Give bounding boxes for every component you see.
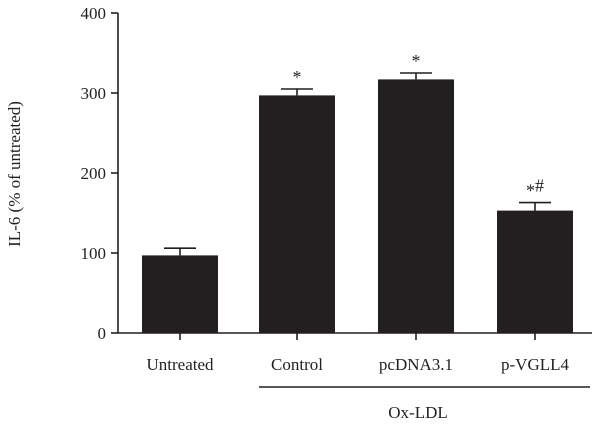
significance-hash-3: # xyxy=(535,176,544,196)
y-axis: 0 100 200 300 400 xyxy=(81,4,119,343)
x-tick-label-3: p-VGLL4 xyxy=(501,355,569,374)
bar-3 xyxy=(497,210,573,333)
y-tick-label-1: 100 xyxy=(81,244,107,263)
y-tick-label-3: 300 xyxy=(81,84,107,103)
bars: ***# xyxy=(142,51,573,334)
y-axis-label: IL-6 (% of untreated) xyxy=(5,101,24,247)
x-tick-label-0: Untreated xyxy=(146,355,214,374)
x-tick-label-1: Control xyxy=(271,355,323,374)
x-axis: Untreated Control pcDNA3.1 p-VGLL4 xyxy=(118,332,592,374)
group-label: Ox-LDL xyxy=(388,403,447,422)
significance-star-3: * xyxy=(526,181,535,201)
bar-2 xyxy=(378,79,454,334)
bar-1 xyxy=(259,95,335,334)
y-tick-label-2: 200 xyxy=(81,164,107,183)
significance-mark-2: * xyxy=(412,51,421,71)
significance-mark-3: *# xyxy=(526,176,544,201)
y-tick-label-4: 400 xyxy=(81,4,107,23)
x-tick-label-2: pcDNA3.1 xyxy=(379,355,453,374)
bar-0 xyxy=(142,255,218,333)
significance-mark-1: * xyxy=(293,67,302,87)
y-tick-label-0: 0 xyxy=(98,324,107,343)
